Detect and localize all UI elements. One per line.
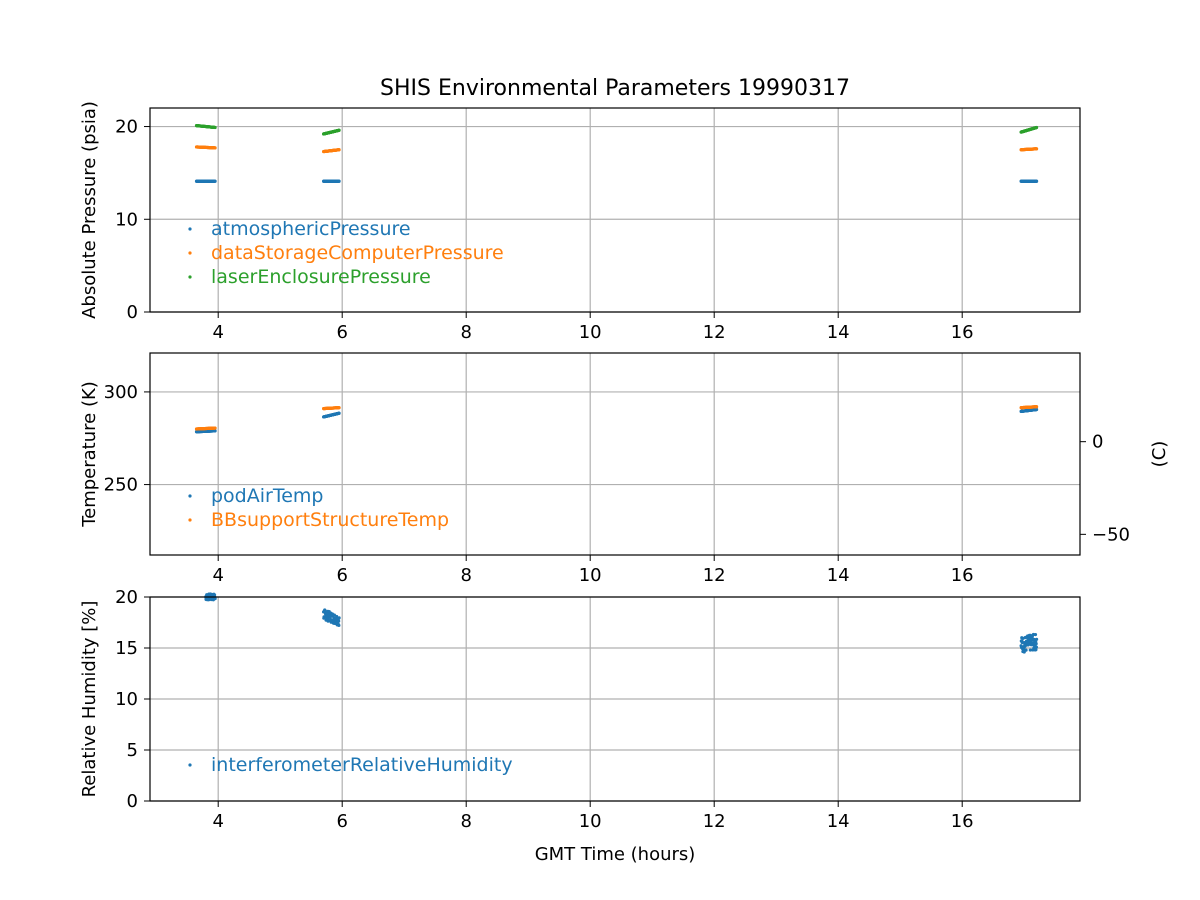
data-point — [213, 179, 217, 183]
series-dataStorageComputerPressure — [194, 145, 1039, 154]
y-tick-label: 0 — [127, 302, 138, 323]
x-tick-label: 14 — [827, 811, 850, 832]
legend-marker — [188, 227, 192, 231]
x-tick-label: 8 — [460, 811, 471, 832]
data-point — [1033, 633, 1038, 637]
x-tick-label: 6 — [336, 811, 347, 832]
y2-tick-label: 0 — [1092, 432, 1103, 453]
chart-title: SHIS Environmental Parameters 19990317 — [380, 76, 850, 101]
legend-marker — [188, 518, 192, 522]
data-point — [1035, 179, 1039, 183]
legend-marker — [188, 275, 192, 279]
x-tick-label: 10 — [579, 811, 602, 832]
legend-label: dataStorageComputerPressure — [211, 242, 504, 264]
data-point — [1035, 407, 1039, 412]
panel-3: 4 6 8 10 12 14 16 0 5 10 15 20 Relative Humidity [%]… — [79, 587, 1081, 832]
data-point — [213, 125, 217, 130]
y-tick-label: 15 — [115, 638, 138, 659]
data-point — [1034, 642, 1038, 646]
data-point — [212, 593, 217, 597]
legend: atmosphericPressuredataStorageComputerPr… — [188, 218, 504, 288]
y-tick-label: 20 — [115, 587, 138, 608]
legend: interferometerRelativeHumidity — [188, 754, 513, 776]
panel-2: 4 6 8 10 12 14 16 250 300 −50 0 (C) Temperature (K) p… — [79, 352, 1170, 586]
legend-marker — [188, 763, 192, 767]
x-tick-label: 12 — [703, 811, 726, 832]
series-laserEnclosurePressure — [194, 124, 1039, 136]
series-podAirTemp — [194, 407, 1039, 434]
x-tick-label: 4 — [212, 322, 223, 343]
legend-label: laserEnclosurePressure — [211, 266, 431, 288]
x-tick-label: 14 — [827, 322, 850, 343]
data-point — [1034, 647, 1038, 652]
x-tick-label: 6 — [336, 565, 347, 586]
x-tick-label: 4 — [212, 811, 223, 832]
data-point — [337, 619, 341, 623]
legend-label: atmosphericPressure — [211, 218, 411, 240]
panel-1: 4 6 8 10 12 14 16 0 10 20 Absolute Pressure (psia)… — [79, 101, 1081, 343]
x-tick-label: 12 — [703, 565, 726, 586]
data-point — [213, 597, 217, 601]
data-point — [337, 411, 341, 415]
data-point — [213, 429, 217, 433]
data-point — [1034, 645, 1038, 649]
data-point — [337, 623, 341, 627]
x-tick-label: 8 — [460, 322, 471, 343]
data-point — [337, 406, 341, 410]
y-tick-label: 20 — [115, 117, 138, 138]
x-tick-label: 8 — [460, 565, 471, 586]
y-tick-label: 10 — [115, 209, 138, 230]
x-tick-label: 10 — [579, 322, 602, 343]
y-axis-label: Relative Humidity [%] — [79, 601, 100, 798]
data-point — [337, 148, 341, 152]
data-point — [1035, 405, 1039, 409]
x-tick-label: 14 — [827, 565, 850, 586]
x-tick-label: 10 — [579, 565, 602, 586]
x-tick-label: 4 — [212, 565, 223, 586]
plot-frame — [149, 352, 1081, 556]
data-point — [213, 146, 217, 150]
series-BBsupportStructureTemp — [194, 405, 1039, 431]
legend-label: BBsupportStructureTemp — [211, 509, 449, 531]
data-point — [337, 179, 341, 183]
legend-label: interferometerRelativeHumidity — [211, 754, 513, 776]
y-tick-label: 300 — [104, 382, 138, 403]
data-point — [213, 426, 217, 430]
y-tick-label: 10 — [115, 689, 138, 710]
x-tick-label: 6 — [336, 322, 347, 343]
x-tick-label: 12 — [703, 322, 726, 343]
x-tick-label: 16 — [951, 322, 974, 343]
y-tick-label: 0 — [127, 791, 138, 812]
y-tick-label: 250 — [104, 475, 138, 496]
data-point — [337, 128, 341, 132]
y-axis-label: Temperature (K) — [79, 381, 100, 528]
data-point — [1024, 648, 1028, 652]
x-tick-label: 16 — [951, 811, 974, 832]
y-tick-label: 5 — [127, 740, 138, 761]
data-point — [337, 616, 341, 620]
x-tick-label: 16 — [951, 565, 974, 586]
y2-axis-label: (C) — [1149, 441, 1170, 468]
data-point — [1028, 648, 1032, 652]
data-point — [1035, 637, 1039, 641]
panels: 4 6 8 10 12 14 16 0 10 20 Absolute Pressure (psia)… — [79, 101, 1170, 832]
series-atmosphericPressure — [194, 179, 1039, 183]
legend-label: podAirTemp — [211, 485, 323, 507]
plot-frame — [149, 107, 1081, 313]
data-point — [1035, 147, 1039, 151]
y2-tick-label: −50 — [1092, 524, 1130, 545]
x-axis-label: GMT Time (hours) — [535, 844, 696, 865]
y-axis-label: Absolute Pressure (psia) — [79, 101, 100, 319]
legend-marker — [188, 251, 192, 255]
data-point — [1035, 125, 1039, 130]
legend-marker — [188, 494, 192, 498]
